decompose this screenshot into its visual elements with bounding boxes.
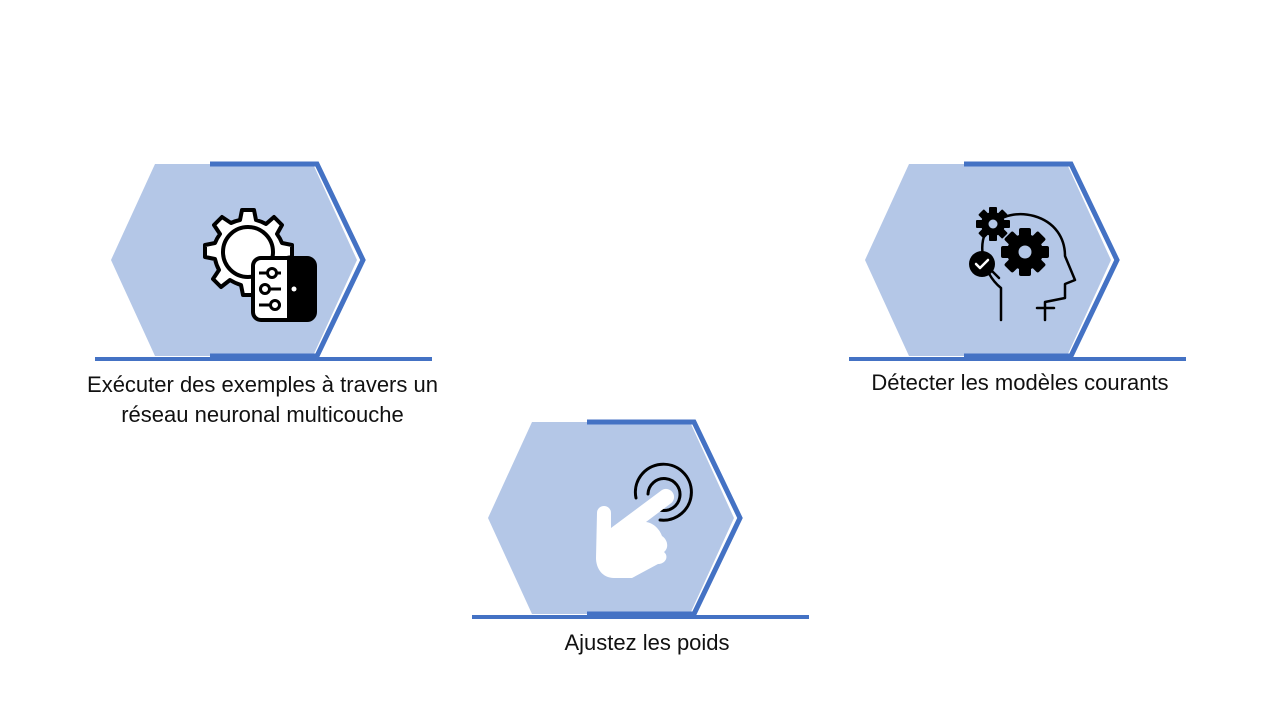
gear-icon <box>976 207 1049 276</box>
hexagon-outline <box>964 161 1120 359</box>
check-circle-icon <box>969 251 995 277</box>
hexagon-step-1 <box>95 161 432 361</box>
step-label: Exécuter des exemples à travers un résea… <box>87 372 438 427</box>
hexagon-step-2 <box>849 161 1186 361</box>
hexagon-step-3 <box>472 419 809 619</box>
hexagon-outline <box>210 161 366 359</box>
hexagon-outline <box>587 419 743 617</box>
step-label: Ajustez les poids <box>564 630 730 655</box>
gear-with-control-panel-icon <box>203 208 317 322</box>
hand-tap-icon <box>596 462 693 578</box>
step-label: Détecter les modèles courants <box>871 370 1169 395</box>
